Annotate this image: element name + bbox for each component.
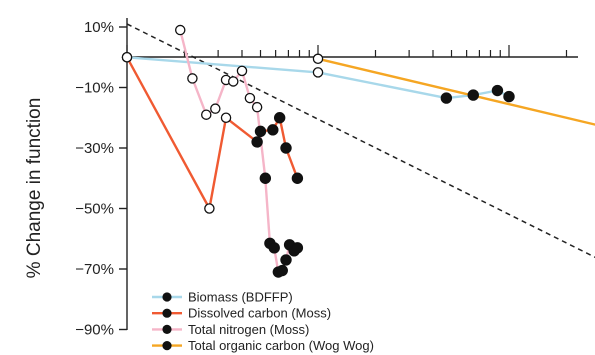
data-point-filled [276, 264, 288, 277]
y-tick-label: −50% [75, 201, 114, 218]
legend-label: Biomass (BDFFP) [188, 290, 293, 305]
data-point-open [251, 101, 263, 113]
data-point-filled [467, 89, 479, 101]
data-point-filled [280, 254, 292, 266]
y-tick-label: −10% [75, 80, 114, 97]
data-point-open [312, 53, 324, 65]
data-point-open [228, 76, 239, 87]
y-axis-label: % Change in function [24, 98, 45, 279]
trend-line [126, 23, 595, 259]
legend-label: Total organic carbon (Wog Wog) [188, 338, 374, 353]
x-ticks [126, 45, 568, 57]
data-point-filled [491, 84, 504, 97]
data-point-open [204, 203, 215, 214]
legend: Biomass (BDFFP)Dissolved carbon (Moss)To… [152, 290, 374, 353]
data-point-filled [268, 242, 280, 254]
y-tick-label: −30% [75, 140, 114, 157]
data-point-filled [254, 125, 267, 138]
series-lines [125, 29, 595, 274]
legend-swatch-marker [162, 324, 172, 334]
data-point-filled [291, 242, 304, 254]
y-tick-label: −90% [75, 322, 114, 339]
data-point-filled [503, 90, 515, 103]
trend-line-group [126, 23, 595, 259]
data-point-open [244, 92, 256, 104]
data-point-open [220, 112, 232, 124]
series-points [121, 24, 515, 278]
y-ticks: 10% −10% −30% −50% −70% −90% [75, 19, 127, 339]
data-point-open [210, 103, 221, 114]
data-point-open [187, 73, 198, 84]
data-point-open [236, 65, 248, 77]
data-point-open [201, 109, 212, 120]
data-point-open [312, 67, 324, 78]
data-point-filled [259, 172, 272, 184]
axes [126, 18, 578, 330]
y-tick-label: −70% [75, 261, 114, 278]
legend-swatch-marker [162, 308, 172, 318]
data-point-filled [440, 92, 453, 104]
legend-swatch-marker [162, 292, 172, 302]
data-point-filled [267, 124, 279, 136]
data-point-filled [280, 142, 292, 154]
data-point-open [174, 24, 186, 36]
data-point-filled [291, 172, 304, 184]
series-line [317, 57, 595, 126]
legend-label: Total nitrogen (Moss) [188, 322, 309, 337]
data-point-filled [273, 112, 286, 124]
legend-label: Dissolved carbon (Moss) [188, 306, 331, 321]
y-tick-label: 10% [84, 19, 114, 36]
legend-swatch-marker [162, 341, 172, 351]
data-point-filled [251, 136, 263, 148]
data-point-open [121, 52, 133, 63]
